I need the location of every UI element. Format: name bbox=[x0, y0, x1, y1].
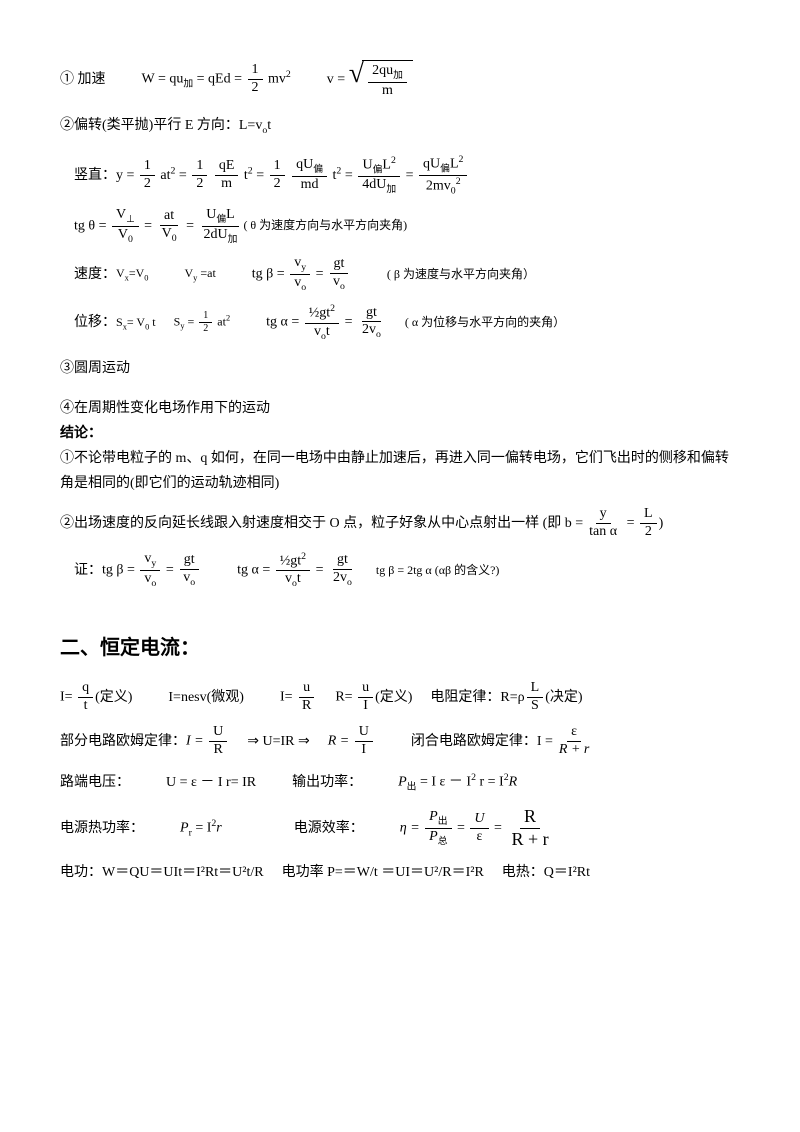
s2-line2: 部分电路欧姆定律： I = UR ⇒ U=IR ⇒ R = UI 闭合电路欧姆定… bbox=[60, 724, 740, 759]
s2-line1: I= qt (定义) I=nesv(微观) I= uR R= uI (定义) 电… bbox=[60, 680, 740, 715]
conclusion-label: 结论： bbox=[60, 421, 740, 446]
conclusion2: ②出场速度的反向延长线跟入射速度相交于 O 点，粒子好象从中心点射出一样 (即 … bbox=[60, 506, 740, 541]
item2: ②偏转(类平抛)平行 E 方向：L=vot bbox=[60, 113, 740, 139]
s2-line3: 路端电压： U = ε － I r= IR 输出功率： P出 = I ε － I… bbox=[60, 769, 740, 796]
eq-speed: 速度： Vx=V0 Vy =at tg β = vyvo = gtvo ( β … bbox=[74, 255, 740, 293]
eq-displacement: 位移： Sx= V0 t Sy = 12 at2 tg α = ½gt2vot … bbox=[74, 303, 740, 342]
s2-line5: 电功： W＝QU＝UIt＝I²Rt＝U²t/R 电功率 P=＝W/t ＝UI＝U… bbox=[60, 860, 740, 885]
proof: 证： tg β = vyvo = gtvo tg α = ½gt2vot = g… bbox=[74, 551, 740, 590]
s2-line4: 电源热功率： Pr = I2r 电源效率： η = P出P总 = Uε = RR… bbox=[60, 806, 740, 850]
eq-vertical: 竖直： y = 12 at2 = 12 qEm t2 = 12 qU偏md t2… bbox=[74, 154, 740, 197]
section2-title: 二、恒定电流： bbox=[60, 630, 740, 666]
label: ① 加速 bbox=[60, 67, 106, 92]
eq-tg-theta: tg θ = V⊥V0 = atV0 = U偏L2dU加 ( θ 为速度方向与水… bbox=[74, 207, 740, 245]
item4: ④在周期性变化电场作用下的运动 bbox=[60, 396, 740, 421]
item3: ③圆周运动 bbox=[60, 356, 740, 381]
eq-accelerate: ① 加速 W = qu加 = qEd = 12 mv2 v = 2qu加 m bbox=[60, 60, 740, 99]
conclusion1: ①不论带电粒子的 m、q 如何，在同一电场中由静止加速后，再进入同一偏转电场，它… bbox=[60, 446, 740, 496]
